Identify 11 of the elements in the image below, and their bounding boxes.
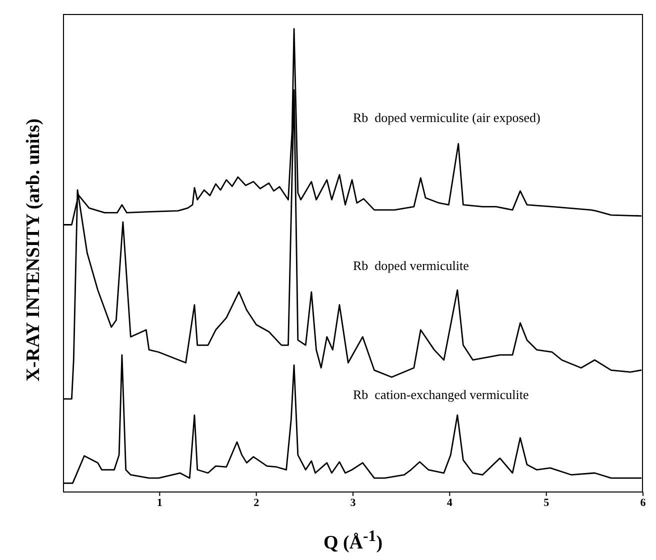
x-tick-label: 2 [254, 496, 260, 509]
x-tick-label: 4 [446, 496, 453, 509]
x-tick-label: 6 [640, 496, 646, 509]
y-axis-title: X-RAY INTENSITY (arb. units) [23, 118, 45, 384]
x-tick-label: 1 [156, 496, 162, 509]
series-label: Rb doped vermiculite [353, 258, 469, 274]
x-tick-label: 3 [350, 496, 356, 509]
x-axis-title: Q (Å$^{-1}$) [322, 528, 384, 554]
x-tick-label: 5 [544, 496, 550, 509]
text: Rb doped vermiculite (air exposed) [353, 110, 540, 126]
text: Rb cation-exchanged vermiculite [353, 386, 529, 403]
